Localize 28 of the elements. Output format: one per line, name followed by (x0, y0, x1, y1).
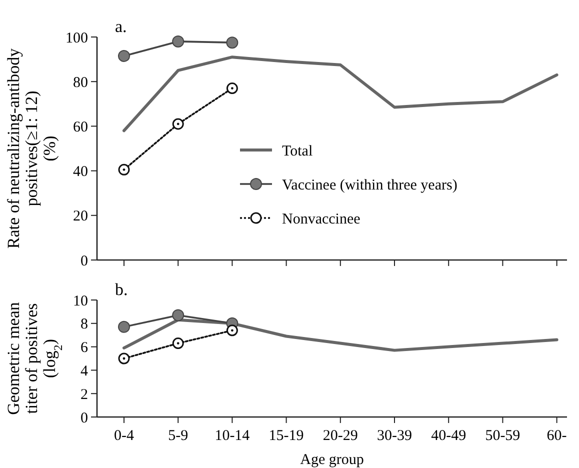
y-tick-label: 2 (80, 386, 88, 403)
y-tick-label: 0 (80, 410, 88, 426)
y-tick-label: 4 (80, 363, 88, 380)
x-tick-label: 0-4 (114, 428, 134, 444)
y-tick-label: 80 (73, 74, 88, 91)
legend-label: Nonvaccinee (282, 211, 361, 228)
y-tick-label: 8 (80, 316, 88, 333)
x-tick-label: 5-9 (168, 428, 188, 444)
y-tick-label: 40 (73, 164, 88, 180)
y-tick-label: 20 (73, 208, 88, 225)
x-tick-label: 50-59 (485, 428, 520, 444)
y-tick-label: 6 (80, 340, 88, 356)
x-tick-label: 10-14 (214, 428, 250, 444)
legend-label: Total (282, 143, 313, 160)
x-tick-label: 40-49 (431, 428, 466, 444)
y-tick-label: 10 (73, 293, 88, 310)
x-tick-label: 15-19 (268, 428, 304, 444)
y-tick-label: 100 (66, 30, 88, 46)
legend-label: Vaccinee (within three years) (282, 177, 458, 194)
y-tick-label: 60 (73, 119, 88, 136)
x-tick-label: 60- (546, 428, 567, 444)
x-tick-label: 20-29 (322, 428, 358, 444)
x-tick-label: 30-39 (377, 428, 412, 444)
chart-title: b. (115, 280, 128, 299)
y-axis-title: Rate of neutralizing-antibody positives(≥1: 12) (%) (4, 48, 59, 249)
x-axis-title: Age group (300, 452, 364, 468)
y-tick-label: 0 (80, 253, 88, 270)
chart-title: a. (115, 17, 127, 36)
